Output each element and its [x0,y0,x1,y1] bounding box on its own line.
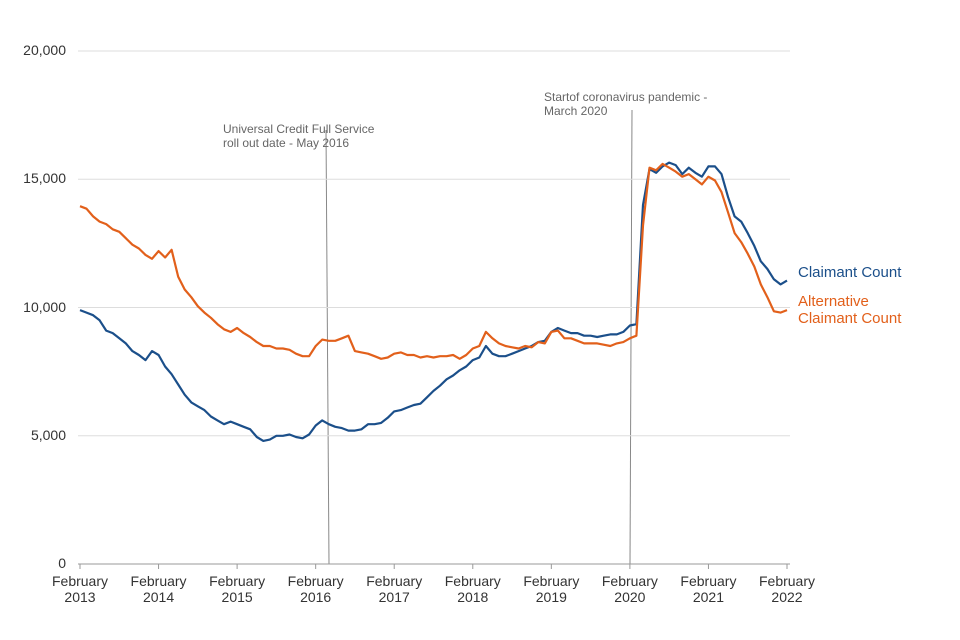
annotation-line-text: roll out date - May 2016 [223,136,350,150]
x-tick-label: February 2016 [287,573,344,605]
x-tick-label: February 2017 [366,573,423,605]
annotation-line [325,129,330,565]
annotation: Startof coronavirus pandemic - March 2020 [544,90,707,118]
y-tick-label: 5,000 [30,426,66,443]
x-tick-label: February 2018 [444,573,501,605]
x-tick-label: February 2020 [601,573,658,605]
legend-label: Claimant Count [798,263,902,281]
x-tick-label: February 2015 [209,573,266,605]
annotation-line-text: Universal Credit Full Service [223,122,375,136]
x-tick-label: February 2014 [130,573,187,605]
y-tick-label: 15,000 [23,170,66,187]
y-tick-label: 10,000 [23,298,66,315]
x-tick-label: February 2022 [758,573,816,605]
legend-label: Alternative Claimant Count [798,293,902,328]
x-tick-label: February 2013 [51,573,109,605]
x-tick-label: February 2019 [523,573,580,605]
annotation: Universal Credit Full Service roll out da… [223,122,374,150]
series-line [79,162,788,360]
series-line [79,161,788,442]
y-tick-label: 20,000 [23,42,66,58]
annotation-line-text: March 2020 [544,104,608,118]
annotation-line-text: Startof coronavirus pandemic - [544,90,708,104]
x-tick-label: February 2021 [680,573,737,605]
y-tick-label: 0 [58,555,66,571]
